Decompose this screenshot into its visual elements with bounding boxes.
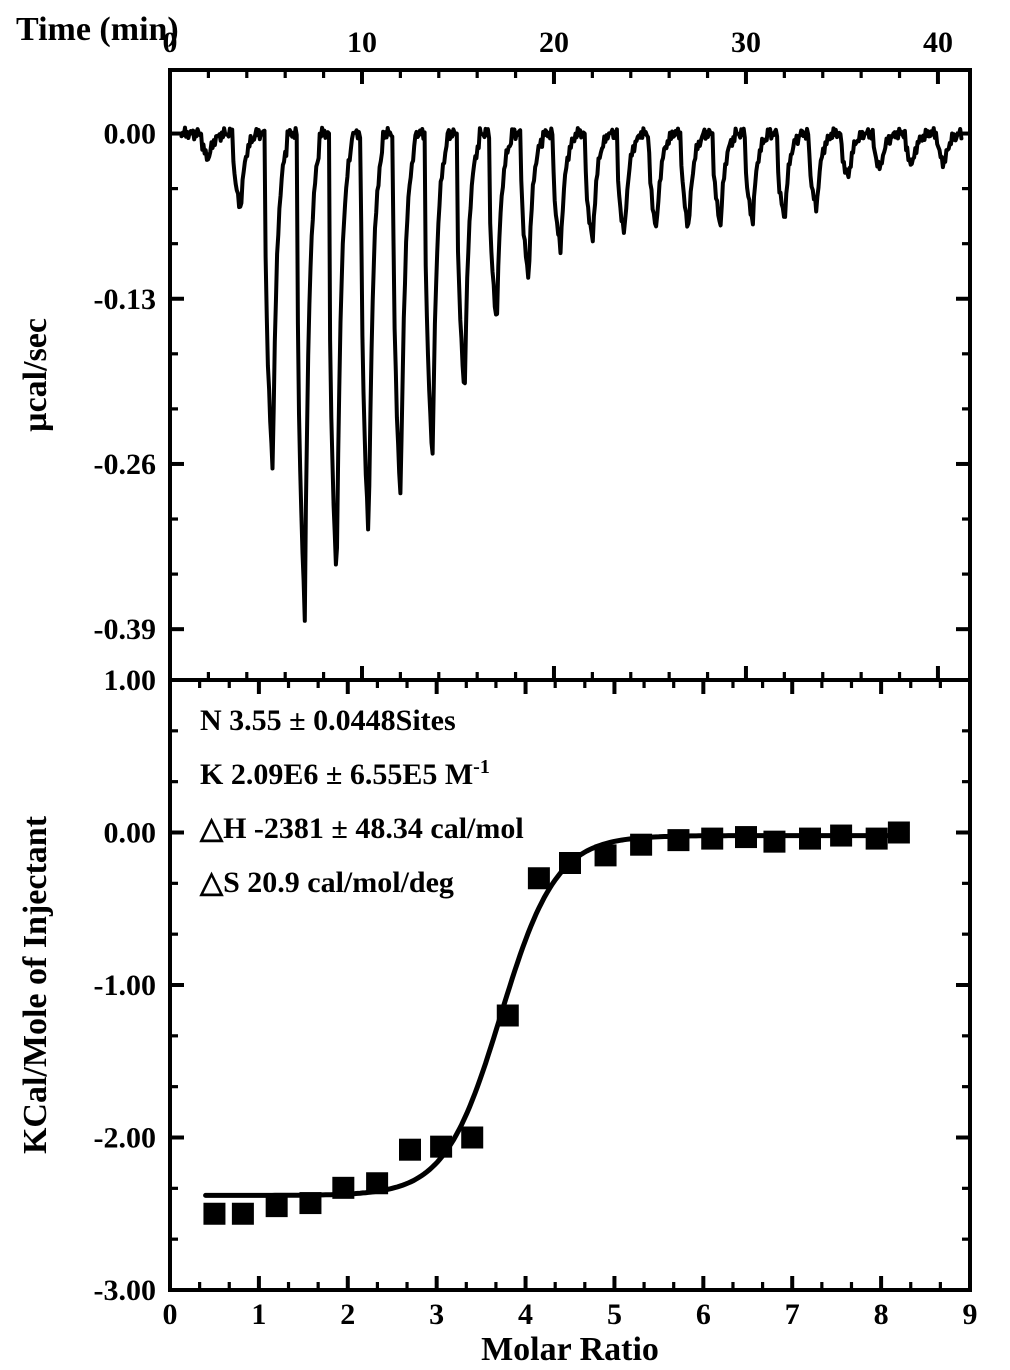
bottom-xaxis-label: Molar Ratio — [481, 1331, 659, 1368]
top-panel-ytick-label: -0.39 — [94, 613, 157, 646]
bottom-xaxis-tick-labels: 0 1 2 3 4 5 6 7 8 9 — [163, 1298, 978, 1331]
bottom-panel-ytick-label: -3.00 — [94, 1274, 157, 1307]
data-marker — [461, 1127, 483, 1149]
data-marker — [799, 828, 821, 850]
data-marker — [399, 1139, 421, 1161]
data-marker — [232, 1203, 254, 1225]
top-panel-ytick-label: -0.26 — [94, 448, 157, 481]
bottom-xaxis-tick-label: 4 — [518, 1298, 533, 1331]
data-marker — [366, 1172, 388, 1194]
bottom-panel-ytick-label: 0.00 — [104, 817, 157, 850]
data-marker — [630, 834, 652, 856]
bottom-xaxis-tick-label: 7 — [785, 1298, 800, 1331]
top-panel-yticks — [170, 134, 970, 630]
top-xaxis-tick-labels: 010203040 — [163, 26, 953, 59]
top-xaxis-tick-label: 40 — [923, 26, 953, 59]
data-marker — [497, 1005, 519, 1027]
fit-param-line: △S 20.9 cal/mol/deg — [199, 866, 454, 899]
top-xaxis-tick-label: 10 — [347, 26, 377, 59]
fit-parameters-annotation: N 3.55 ± 0.0448Sites K 2.09E6 ± 6.55E5 M-… — [199, 704, 524, 899]
data-marker — [528, 867, 550, 889]
top-panel-thermogram — [182, 128, 962, 621]
bottom-panel-ytick-label: -2.00 — [94, 1122, 157, 1155]
bottom-xaxis-tick-label: 5 — [607, 1298, 622, 1331]
data-marker — [701, 828, 723, 850]
bottom-panel-ytick-label: 1.00 — [104, 664, 157, 697]
top-xaxis-tick-label: 20 — [539, 26, 569, 59]
data-marker — [595, 844, 617, 866]
data-marker — [430, 1136, 452, 1158]
bottom-xaxis-tick-label: 0 — [163, 1298, 178, 1331]
bottom-panel-ytick-label: -1.00 — [94, 969, 157, 1002]
bottom-panel-ylabel: KCal/Mole of Injectant — [17, 815, 54, 1154]
data-marker — [266, 1195, 288, 1217]
data-marker — [888, 822, 910, 844]
top-panel-ytick-label: -0.13 — [94, 283, 157, 316]
bottom-xaxis-tick-label: 6 — [696, 1298, 711, 1331]
bottom-xaxis-tick-label: 8 — [874, 1298, 889, 1331]
bottom-xaxis-tick-label: 3 — [429, 1298, 444, 1331]
top-panel-ylabel: µcal/sec — [17, 318, 54, 432]
fit-param-line: △H -2381 ± 48.34 cal/mol — [199, 812, 524, 845]
data-marker — [866, 828, 888, 850]
itc-figure: 0 10 20 30 40 0.00 -0.13 -0.26 -0.39 0 1 2 3 4 5 6 7 8 9… — [0, 0, 1010, 1370]
top-xaxis-label: Time (min) — [16, 11, 179, 48]
bottom-xaxis-tick-label: 9 — [963, 1298, 978, 1331]
bottom-xaxis-tick-label: 1 — [251, 1298, 266, 1331]
data-marker — [203, 1203, 225, 1225]
bottom-xaxis-tick-label: 2 — [340, 1298, 355, 1331]
data-marker — [830, 825, 852, 847]
fit-param-line: K 2.09E6 ± 6.55E5 M-1 — [200, 756, 490, 791]
data-marker — [667, 829, 689, 851]
fit-param-line: N 3.55 ± 0.0448Sites — [200, 704, 456, 737]
top-xaxis-tick-label: 30 — [731, 26, 761, 59]
data-marker — [735, 826, 757, 848]
data-marker — [299, 1192, 321, 1214]
top-panel-ytick-label: 0.00 — [104, 118, 157, 151]
data-marker — [559, 852, 581, 874]
top-panel-ytick-labels: 0.00 -0.13 -0.26 -0.39 — [94, 118, 157, 647]
data-marker — [763, 831, 785, 853]
data-marker — [332, 1177, 354, 1199]
bottom-panel-ytick-labels: 1.00 0.00 -1.00 -2.00 -3.00 — [94, 664, 157, 1307]
